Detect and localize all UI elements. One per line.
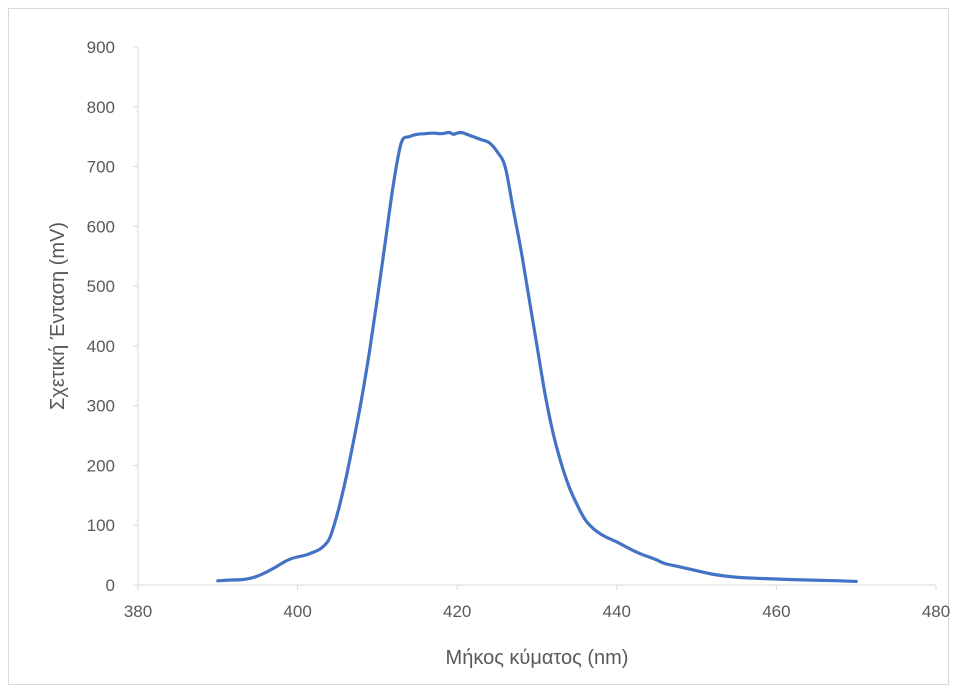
data-point — [329, 538, 330, 539]
data-point — [776, 578, 777, 579]
data-point — [337, 513, 338, 514]
data-point — [736, 577, 737, 578]
data-point — [489, 142, 490, 143]
data-point — [453, 134, 454, 135]
x-tick-label: 400 — [283, 602, 311, 621]
data-point — [425, 133, 426, 134]
data-point — [377, 297, 378, 298]
data-point — [297, 556, 298, 557]
data-point — [512, 208, 513, 209]
data-point — [816, 580, 817, 581]
data-point — [281, 563, 282, 564]
data-point — [217, 580, 218, 581]
y-tick-label: 100 — [87, 516, 115, 535]
data-point — [401, 142, 402, 143]
x-tick-label: 420 — [443, 602, 471, 621]
y-tick-label: 400 — [87, 337, 115, 356]
y-axis-title: Σχετική Ένταση (mV) — [47, 222, 69, 410]
data-point — [640, 553, 641, 554]
data-point — [592, 528, 593, 529]
data-point — [536, 345, 537, 346]
data-point — [760, 578, 761, 579]
x-tick-label: 480 — [922, 602, 950, 621]
data-point — [449, 132, 450, 133]
data-point — [856, 581, 857, 582]
data-point — [241, 579, 242, 580]
y-tick-label: 500 — [87, 277, 115, 296]
data-point — [257, 575, 258, 576]
y-tick-label: 300 — [87, 397, 115, 416]
data-point — [473, 136, 474, 137]
data-point — [353, 441, 354, 442]
data-point — [273, 568, 274, 569]
data-point — [840, 580, 841, 581]
tick-labels: 0 100 200 300 400 500 600 700 800 900 380 400 420 440… — [87, 38, 951, 621]
y-tick-label: 0 — [106, 576, 115, 595]
data-point — [465, 133, 466, 134]
y-tick-label: 600 — [87, 217, 115, 236]
data-point — [552, 432, 553, 433]
data-point — [544, 393, 545, 394]
data-point — [393, 184, 394, 185]
chart-area — [8, 8, 949, 685]
data-point — [664, 563, 665, 564]
data-point — [712, 574, 713, 575]
data-point — [321, 547, 322, 548]
x-tick-label: 380 — [124, 602, 152, 621]
data-point — [504, 166, 505, 167]
data-point — [696, 570, 697, 571]
data-point — [792, 579, 793, 580]
data-point — [497, 151, 498, 152]
data-point — [345, 480, 346, 481]
data-point — [385, 241, 386, 242]
data-point — [313, 552, 314, 553]
y-tick-label: 200 — [87, 456, 115, 475]
data-point — [576, 504, 577, 505]
y-tick-label: 700 — [87, 158, 115, 177]
x-axis-title: Μήκος κύματος (nm) — [446, 647, 629, 669]
axes — [133, 46, 937, 590]
data-point — [457, 132, 458, 133]
data-point — [624, 546, 625, 547]
data-point — [433, 132, 434, 133]
data-point — [680, 566, 681, 567]
data-point — [225, 580, 226, 581]
data-point — [289, 559, 290, 560]
data-point — [568, 486, 569, 487]
data-point — [584, 519, 585, 520]
data-point — [600, 534, 601, 535]
data-point — [417, 134, 418, 135]
data-point — [305, 555, 306, 556]
data-point — [520, 250, 521, 251]
data-point — [648, 556, 649, 557]
series-layer — [216, 130, 858, 584]
data-point — [265, 572, 266, 573]
data-point — [656, 559, 657, 560]
data-point — [441, 133, 442, 134]
y-tick-label: 900 — [87, 38, 115, 57]
data-point — [249, 578, 250, 579]
x-tick-label: 460 — [762, 602, 790, 621]
y-tick-label: 800 — [87, 98, 115, 117]
data-point — [461, 132, 462, 133]
series-line-0 — [216, 130, 858, 584]
data-point — [528, 297, 529, 298]
data-point — [481, 139, 482, 140]
data-point — [608, 538, 609, 539]
data-point — [560, 462, 561, 463]
data-point — [632, 550, 633, 551]
data-point — [616, 541, 617, 542]
data-point — [409, 136, 410, 137]
data-point — [369, 351, 370, 352]
x-tick-label: 440 — [603, 602, 631, 621]
data-point — [361, 399, 362, 400]
